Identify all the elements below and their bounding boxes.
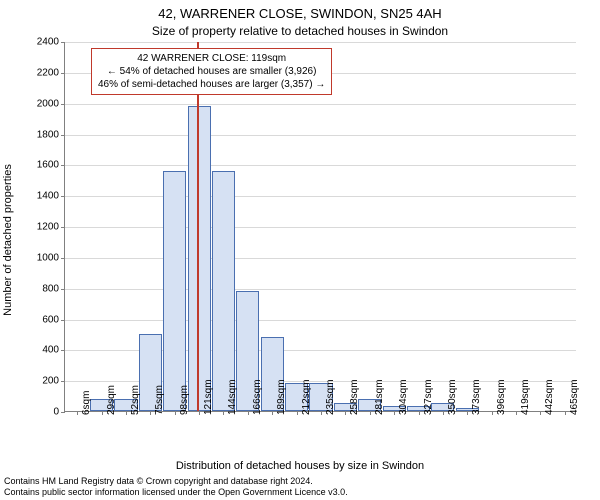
x-tick-label: 327sqm	[423, 379, 434, 415]
info-box-line-2: ← 54% of detached houses are smaller (3,…	[98, 65, 325, 78]
gridline	[65, 320, 576, 321]
chart-subtitle: Size of property relative to detached ho…	[0, 24, 600, 38]
x-tick	[516, 411, 517, 415]
y-tick-label: 800	[42, 283, 59, 294]
y-tick-label: 1200	[37, 222, 59, 233]
info-box-line-3: 46% of semi-detached houses are larger (…	[98, 78, 325, 91]
x-tick	[248, 411, 249, 415]
x-tick-label: 396sqm	[496, 379, 507, 415]
x-tick-label: 75sqm	[154, 385, 165, 415]
y-tick-label: 1800	[37, 129, 59, 140]
x-tick	[175, 411, 176, 415]
gridline	[65, 165, 576, 166]
y-tick-label: 0	[53, 407, 59, 418]
y-tick-label: 1000	[37, 252, 59, 263]
footer-line-1: Contains HM Land Registry data © Crown c…	[4, 476, 313, 486]
marker-line	[197, 42, 199, 411]
x-tick	[150, 411, 151, 415]
x-tick	[126, 411, 127, 415]
x-tick-label: 419sqm	[520, 379, 531, 415]
y-tick-label: 400	[42, 345, 59, 356]
x-tick-label: 121sqm	[203, 379, 214, 415]
chart-root: { "title": "42, WARRENER CLOSE, SWINDON,…	[0, 0, 600, 500]
x-tick	[419, 411, 420, 415]
x-tick-label: 258sqm	[349, 379, 360, 415]
y-axis-label: Number of detached properties	[2, 164, 14, 316]
x-tick-label: 465sqm	[569, 379, 580, 415]
gridline	[65, 196, 576, 197]
y-tick-label: 200	[42, 376, 59, 387]
x-tick-label: 144sqm	[227, 379, 238, 415]
x-tick-label: 98sqm	[179, 385, 190, 415]
x-tick-label: 52sqm	[130, 385, 141, 415]
x-tick	[540, 411, 541, 415]
x-tick	[223, 411, 224, 415]
x-tick-label: 6sqm	[81, 391, 92, 415]
x-tick-label: 281sqm	[374, 379, 385, 415]
x-tick-label: 166sqm	[252, 379, 263, 415]
x-tick	[297, 411, 298, 415]
x-tick	[272, 411, 273, 415]
gridline	[65, 104, 576, 105]
x-tick	[492, 411, 493, 415]
y-tick-label: 1600	[37, 160, 59, 171]
plot-area: 0200400600800100012001400160018002000220…	[64, 42, 576, 412]
footer-line-2: Contains public sector information licen…	[4, 487, 348, 497]
y-tick-label: 2400	[37, 37, 59, 48]
x-tick	[77, 411, 78, 415]
y-tick-label: 600	[42, 314, 59, 325]
x-tick-label: 304sqm	[398, 379, 409, 415]
gridline	[65, 42, 576, 43]
x-tick	[345, 411, 346, 415]
x-tick-label: 442sqm	[544, 379, 555, 415]
x-tick	[565, 411, 566, 415]
x-tick-label: 29sqm	[106, 385, 117, 415]
x-tick	[370, 411, 371, 415]
x-tick	[394, 411, 395, 415]
x-tick	[443, 411, 444, 415]
chart-title: 42, WARRENER CLOSE, SWINDON, SN25 4AH	[0, 6, 600, 21]
gridline	[65, 135, 576, 136]
histogram-bar	[163, 171, 186, 412]
info-box: 42 WARRENER CLOSE: 119sqm← 54% of detach…	[91, 48, 332, 95]
x-tick-label: 235sqm	[325, 379, 336, 415]
x-tick	[467, 411, 468, 415]
gridline	[65, 227, 576, 228]
histogram-bar	[188, 106, 211, 411]
footer-attribution: Contains HM Land Registry data © Crown c…	[4, 476, 596, 498]
y-tick-label: 2000	[37, 98, 59, 109]
gridline	[65, 258, 576, 259]
info-box-line-1: 42 WARRENER CLOSE: 119sqm	[98, 52, 325, 65]
y-tick-label: 1400	[37, 191, 59, 202]
y-tick-label: 2200	[37, 67, 59, 78]
histogram-bar	[212, 171, 235, 412]
y-tick	[61, 412, 65, 413]
x-tick-label: 189sqm	[276, 379, 287, 415]
x-tick-label: 212sqm	[301, 379, 312, 415]
x-tick-label: 350sqm	[447, 379, 458, 415]
gridline	[65, 289, 576, 290]
x-tick-label: 373sqm	[471, 379, 482, 415]
x-tick	[102, 411, 103, 415]
x-axis-label: Distribution of detached houses by size …	[0, 460, 600, 472]
x-tick	[199, 411, 200, 415]
x-tick	[321, 411, 322, 415]
